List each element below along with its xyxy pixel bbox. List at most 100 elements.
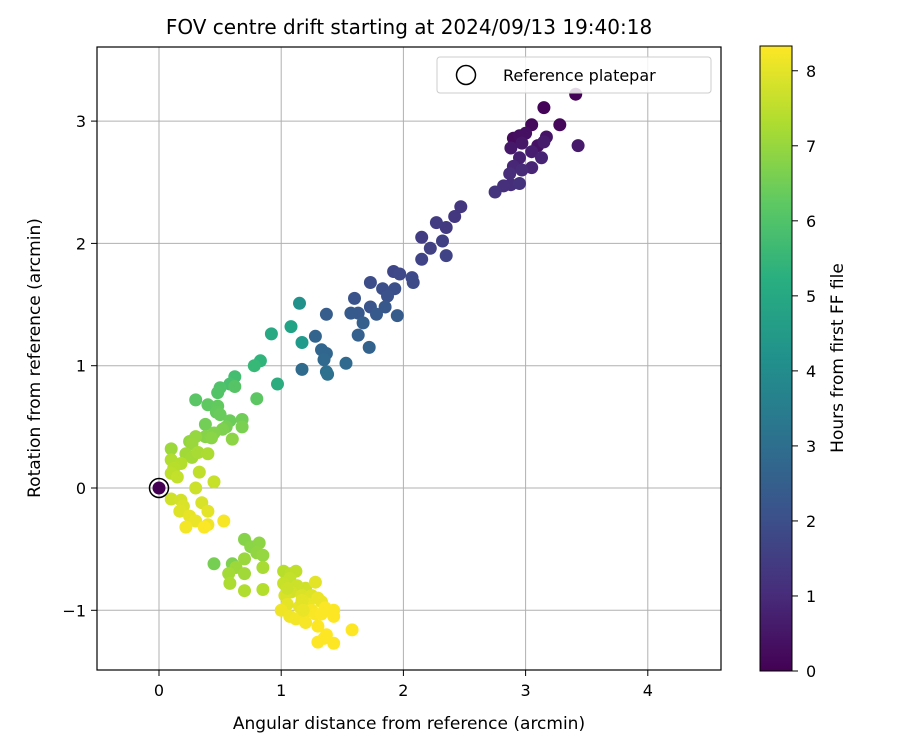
data-point (525, 145, 539, 159)
data-point (415, 252, 429, 266)
data-point (271, 377, 284, 391)
data-point (238, 567, 251, 581)
colorbar-label: Hours from first FF file (828, 263, 848, 453)
y-axis-label: Rotation from reference (arcmin) (25, 218, 45, 498)
data-point (423, 241, 437, 255)
data-point (406, 276, 420, 289)
colorbar-tick-label: 7 (806, 137, 816, 156)
data-point (173, 504, 187, 518)
data-point (295, 594, 309, 607)
data-point (256, 583, 270, 596)
data-point (535, 151, 548, 165)
y-tick-label: 1 (76, 357, 86, 376)
chart-title: FOV centre drift starting at 2024/09/13 … (166, 15, 652, 39)
data-point (192, 465, 206, 479)
data-point (308, 329, 322, 343)
x-axis-ticks: 0 1 2 3 4 (154, 670, 653, 700)
data-point (321, 367, 335, 381)
data-point (228, 380, 242, 393)
data-point (327, 609, 341, 623)
data-point (537, 135, 551, 149)
data-point (454, 200, 468, 214)
data-point (223, 576, 237, 590)
y-axis-ticks: −1 0 1 2 3 (62, 112, 97, 620)
data-point (519, 126, 533, 140)
data-points (152, 87, 585, 650)
y-tick-label: −1 (62, 601, 86, 620)
data-point (308, 575, 322, 589)
data-point (525, 161, 539, 175)
colorbar-tick-label: 8 (806, 62, 816, 81)
colorbar-tick-label: 3 (806, 437, 816, 456)
colorbar-tick-label: 0 (806, 662, 816, 681)
data-point (299, 616, 313, 629)
data-point (201, 398, 215, 412)
data-point (189, 393, 203, 407)
data-point (311, 619, 325, 633)
y-tick-label: 2 (76, 234, 86, 253)
data-point (311, 635, 325, 649)
data-point (345, 623, 359, 637)
colorbar-ticks: 0 1 2 3 4 5 6 7 8 (792, 62, 816, 681)
data-point (504, 141, 518, 155)
data-point (164, 442, 178, 456)
x-tick-label: 4 (643, 681, 653, 700)
data-point (284, 320, 298, 334)
data-point (356, 316, 370, 330)
data-point (429, 216, 443, 230)
data-point (197, 520, 211, 534)
data-point (256, 561, 270, 574)
data-point (363, 276, 377, 289)
data-point (317, 353, 331, 367)
data-point (436, 234, 449, 248)
data-point (571, 139, 585, 153)
data-point (295, 362, 309, 376)
data-point (344, 306, 358, 320)
data-point (247, 359, 261, 373)
data-point (189, 481, 203, 495)
data-point (381, 289, 394, 303)
data-point (351, 328, 365, 342)
data-point (448, 210, 462, 223)
colorbar-tick-label: 2 (806, 512, 816, 531)
data-point (513, 177, 526, 190)
data-point (217, 514, 231, 528)
y-tick-label: 3 (76, 112, 86, 131)
data-point (235, 420, 249, 434)
data-point (250, 392, 264, 406)
data-point (179, 520, 193, 534)
data-point (264, 327, 278, 341)
data-point (515, 163, 529, 177)
data-point (488, 185, 502, 199)
data-point (280, 581, 294, 595)
data-point (348, 291, 361, 305)
data-point (170, 470, 184, 484)
data-point (207, 475, 221, 489)
data-point (207, 557, 221, 571)
data-point (191, 446, 205, 459)
legend: Reference platepar (436, 56, 712, 94)
data-point (213, 408, 227, 422)
reference-point (152, 481, 166, 495)
data-point (370, 307, 383, 321)
x-tick-label: 1 (276, 681, 286, 700)
data-point (390, 309, 404, 323)
data-point (415, 230, 429, 244)
data-point (439, 221, 453, 234)
data-point (164, 492, 178, 506)
colorbar-tick-label: 1 (806, 587, 816, 606)
colorbar: 0 1 2 3 4 5 6 7 8 Hours from first FF file (759, 45, 848, 681)
data-point (293, 296, 306, 310)
colorbar-tick-label: 5 (806, 287, 816, 306)
data-point (201, 447, 215, 461)
x-tick-label: 2 (398, 681, 408, 700)
data-point (211, 386, 225, 400)
legend-entry-reference: Reference platepar (503, 66, 656, 85)
data-point (296, 603, 310, 617)
data-point (439, 249, 453, 263)
data-point (327, 636, 341, 650)
data-point (295, 336, 309, 349)
y-tick-label: 0 (76, 479, 86, 498)
data-point (238, 584, 251, 598)
